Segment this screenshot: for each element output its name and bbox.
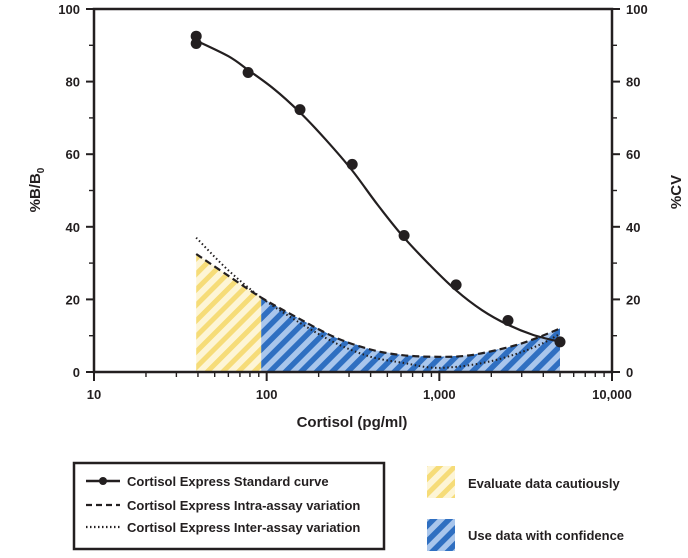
legend-evaluate-cautiously-label: Evaluate data cautiously bbox=[468, 476, 620, 491]
legend-intra-assay-label: Cortisol Express Intra-assay variation bbox=[127, 498, 360, 513]
x-axis-title: Cortisol (pg/ml) bbox=[297, 414, 408, 431]
y-tick-label: 0 bbox=[73, 365, 80, 380]
standard-curve-point-1 bbox=[190, 38, 202, 49]
legend-item-intra-assay: Cortisol Express Intra-assay variation bbox=[86, 498, 360, 513]
x-tick-label: 1,000 bbox=[423, 387, 456, 402]
plot-frame bbox=[92, 7, 614, 374]
standard-curve-point-4 bbox=[346, 158, 358, 170]
legend-item-inter-assay: Cortisol Express Inter-assay variation bbox=[86, 520, 360, 535]
legend-standard-curve-label: Cortisol Express Standard curve bbox=[127, 474, 329, 489]
region-evaluate-cautiously bbox=[196, 254, 262, 372]
y-tick-label: 100 bbox=[58, 2, 80, 17]
standard-curve-point-8 bbox=[554, 336, 566, 348]
legend-standard-curve-marker bbox=[99, 477, 107, 485]
legend-box bbox=[72, 461, 386, 551]
x-tick-label: 100 bbox=[256, 387, 278, 402]
standard-curve-point-5 bbox=[398, 230, 410, 241]
y-tick-label: 40 bbox=[66, 220, 80, 235]
standard-curve-line bbox=[195, 39, 561, 343]
y2-tick-label: 20 bbox=[626, 292, 640, 307]
x-tick-label: 10 bbox=[87, 387, 101, 402]
y-axis-title-main: %B/B bbox=[27, 173, 44, 212]
legend-item-evaluate-cautiously: Evaluate data cautiously bbox=[427, 466, 620, 498]
inter-assay-variation-line bbox=[195, 236, 561, 369]
y2-tick-label: 0 bbox=[626, 365, 633, 380]
y2-tick-label: 60 bbox=[626, 147, 640, 162]
y2-axis-title: %CV bbox=[668, 175, 685, 209]
legend-use-with-confidence-swatch bbox=[427, 519, 455, 551]
y-tick-label: 20 bbox=[66, 292, 80, 307]
legend-inter-assay-label: Cortisol Express Inter-assay variation bbox=[127, 520, 360, 535]
legend-item-use-with-confidence: Use data with confidence bbox=[427, 519, 624, 551]
standard-curve-point-3 bbox=[294, 104, 306, 116]
standard-curve-point-7 bbox=[502, 315, 514, 326]
y-tick-label: 60 bbox=[66, 147, 80, 162]
legend-item-standard-curve: Cortisol Express Standard curve bbox=[86, 474, 329, 489]
y-axis-title: %B/B0 bbox=[27, 167, 47, 212]
y2-tick-label: 40 bbox=[626, 220, 640, 235]
standard-curve-point-2 bbox=[242, 67, 254, 78]
y-axis-title-subscript: 0 bbox=[36, 167, 47, 173]
y2-tick-label: 100 bbox=[626, 2, 648, 17]
x-tick-label: 10,000 bbox=[592, 387, 632, 402]
region-use-with-confidence bbox=[261, 297, 560, 372]
standard-curve-point-6 bbox=[450, 279, 462, 291]
y2-tick-label: 80 bbox=[626, 75, 640, 90]
intra-assay-variation-line bbox=[195, 253, 561, 358]
legend-evaluate-cautiously-swatch bbox=[427, 466, 455, 498]
y-tick-label: 80 bbox=[66, 75, 80, 90]
legend-use-with-confidence-label: Use data with confidence bbox=[468, 528, 624, 543]
